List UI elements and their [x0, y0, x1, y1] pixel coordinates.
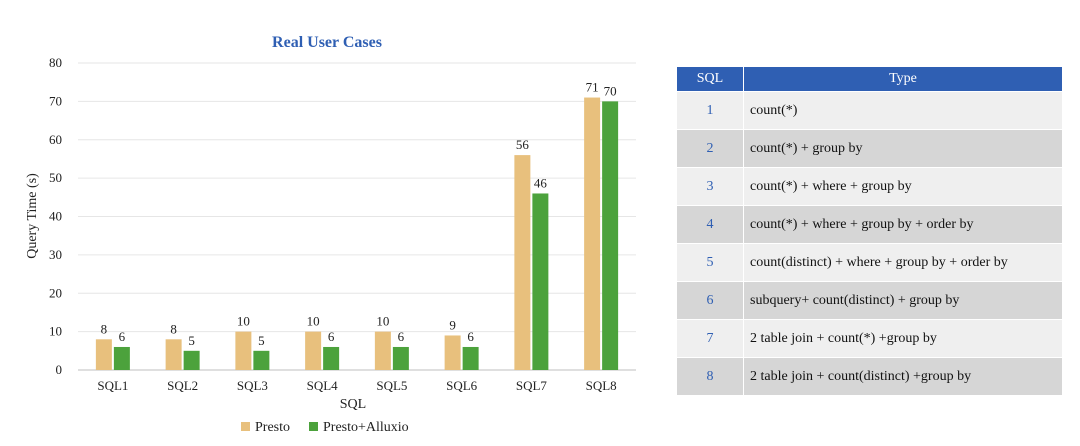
bars	[95, 97, 619, 370]
bar-presto-alluxio	[113, 346, 130, 370]
y-axis-ticks: 0 10 20 30 40 50 60 70 80	[49, 55, 62, 377]
chart-title: Real User Cases	[272, 34, 382, 51]
sql-number-cell: 6	[677, 281, 744, 320]
sql-type-cell: count(*) + where + group by	[743, 167, 1062, 206]
sql-type-cell: count(*)	[743, 91, 1062, 130]
legend-swatch	[309, 422, 318, 431]
sql-number-cell: 5	[677, 243, 744, 282]
bar-presto-alluxio	[323, 346, 340, 370]
sql-number-cell: 3	[677, 167, 744, 206]
y-axis-title: Query Time (s)	[25, 173, 40, 259]
data-label: 6	[119, 329, 126, 344]
data-label: 6	[398, 329, 405, 344]
header-sql: SQL	[677, 67, 744, 92]
sql-type-cell: 2 table join + count(*) +group by	[743, 319, 1062, 358]
bar-presto	[444, 335, 461, 370]
data-label: 5	[188, 333, 195, 348]
x-tick-label: SQL6	[446, 378, 478, 393]
legend-swatch	[241, 422, 250, 431]
chart-canvas: Real User Cases Query Time (s) SQL 0 10 20…	[25, 34, 636, 435]
y-tick-label: 30	[49, 247, 62, 262]
x-tick-label: SQL8	[586, 378, 617, 393]
legend-label: Presto+Alluxio	[323, 420, 409, 435]
sql-number-cell: 4	[677, 205, 744, 244]
sql-type-cell: 2 table join + count(distinct) +group by	[743, 357, 1062, 395]
bar-presto	[584, 97, 601, 370]
y-tick-label: 70	[49, 93, 62, 108]
data-label: 46	[534, 175, 548, 190]
data-label: 5	[258, 333, 265, 348]
data-label: 8	[101, 321, 108, 336]
bar-presto-alluxio	[392, 346, 409, 370]
bar-presto	[95, 339, 112, 370]
y-tick-label: 0	[56, 362, 63, 377]
sql-type-cell: count(*) + group by	[743, 129, 1062, 168]
data-label: 6	[467, 329, 474, 344]
header-type: Type	[743, 67, 1062, 92]
data-label: 10	[376, 314, 389, 329]
table-row: 7 2 table join + count(*) +group by	[677, 319, 1062, 358]
table-row: 3 count(*) + where + group by	[677, 167, 1062, 206]
gridlines	[78, 62, 636, 371]
bar-presto-alluxio	[602, 101, 619, 370]
x-tick-label: SQL5	[376, 378, 407, 393]
data-label: 6	[328, 329, 335, 344]
sql-type-cell: count(distinct) + where + group by + ord…	[743, 243, 1062, 282]
sql-type-cell: subquery+ count(distinct) + group by	[743, 281, 1062, 320]
x-tick-label: SQL4	[307, 378, 339, 393]
y-tick-label: 60	[49, 132, 62, 147]
x-tick-label: SQL7	[516, 378, 548, 393]
y-tick-label: 40	[49, 209, 62, 224]
sql-number-cell: 8	[677, 357, 744, 395]
sql-number-cell: 2	[677, 129, 744, 168]
bar-presto	[514, 155, 531, 370]
table-row: 8 2 table join + count(distinct) +group …	[677, 357, 1062, 395]
data-label: 9	[449, 317, 456, 332]
bar-presto	[165, 339, 182, 370]
table-row: 1 count(*)	[677, 91, 1062, 130]
sql-type-table: SQL Type 1 count(*) 2 count(*) + group b…	[677, 67, 1062, 395]
table-row: 6 subquery+ count(distinct) + group by	[677, 281, 1062, 320]
bar-presto	[235, 331, 252, 370]
table-row: 2 count(*) + group by	[677, 129, 1062, 168]
table-row: 5 count(distinct) + where + group by + o…	[677, 243, 1062, 282]
sql-type-cell: count(*) + where + group by + order by	[743, 205, 1062, 244]
sql-number-cell: 1	[677, 91, 744, 130]
table-row: 4 count(*) + where + group by + order by	[677, 205, 1062, 244]
bar-chart: Real User Cases Query Time (s) SQL 0 10 20…	[25, 34, 636, 435]
y-tick-label: 20	[49, 285, 62, 300]
bar-presto-alluxio	[253, 350, 270, 370]
data-label: 10	[237, 314, 250, 329]
bar-presto-alluxio	[532, 193, 549, 370]
y-tick-label: 10	[49, 324, 62, 339]
y-tick-label: 80	[49, 55, 62, 70]
data-label: 56	[516, 137, 530, 152]
x-axis-title: SQL	[340, 397, 366, 412]
legend-label: Presto	[255, 420, 290, 435]
bar-presto	[305, 331, 322, 370]
data-label: 70	[604, 83, 617, 98]
bar-presto-alluxio	[462, 346, 479, 370]
bar-presto-alluxio	[183, 350, 200, 370]
chart-legend: Presto Presto+Alluxio	[241, 420, 409, 435]
x-tick-label: SQL1	[97, 378, 128, 393]
x-tick-label: SQL2	[167, 378, 198, 393]
data-label: 10	[307, 314, 320, 329]
bar-presto	[374, 331, 391, 370]
table-header-row: SQL Type	[677, 67, 1062, 92]
data-label: 8	[170, 321, 177, 336]
sql-number-cell: 7	[677, 319, 744, 358]
x-tick-label: SQL3	[237, 378, 268, 393]
y-tick-label: 50	[49, 170, 62, 185]
data-label: 71	[586, 80, 599, 95]
x-axis-ticks: SQL1 SQL2 SQL3 SQL4 SQL5 SQL6 SQL7 SQL8	[97, 378, 616, 393]
